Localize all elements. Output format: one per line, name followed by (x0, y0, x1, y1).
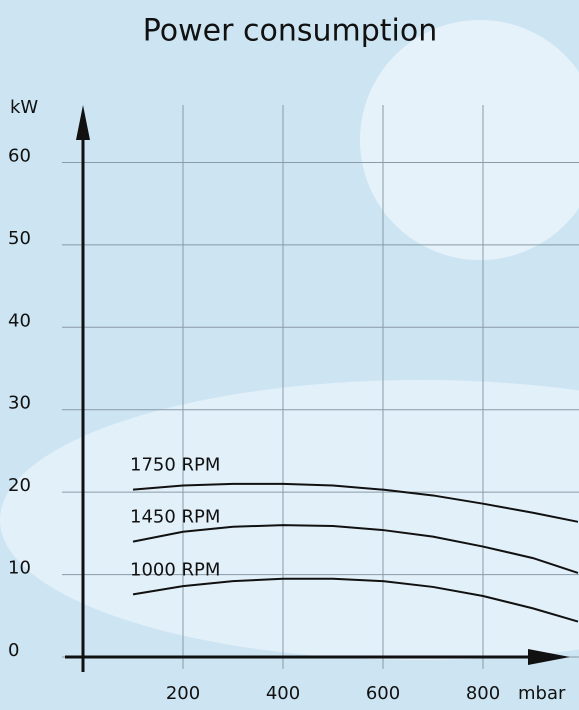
y-tick-label: 10 (8, 558, 31, 579)
series-label: 1450 RPM (130, 507, 220, 528)
y-tick-label: 40 (8, 310, 31, 331)
series-label: 1750 RPM (130, 455, 220, 476)
y-tick-label: 50 (8, 228, 31, 249)
y-tick-label: 20 (8, 475, 31, 496)
x-axis-label: mbar (518, 683, 566, 704)
y-tick-label: 60 (8, 145, 31, 166)
x-tick-label: 400 (266, 683, 300, 704)
y-tick-label: 30 (8, 393, 31, 414)
series-label: 1000 RPM (130, 559, 220, 580)
y-axis-label: kW (10, 97, 38, 118)
y-tick-label: 0 (8, 640, 19, 661)
chart-title: Power consumption (143, 14, 437, 49)
x-tick-label: 800 (466, 683, 500, 704)
chart: Power consumption kW mbar 0 10 20 30 40 50 60 2… (0, 0, 579, 710)
x-tick-label: 600 (366, 683, 400, 704)
x-tick-label: 200 (166, 683, 200, 704)
